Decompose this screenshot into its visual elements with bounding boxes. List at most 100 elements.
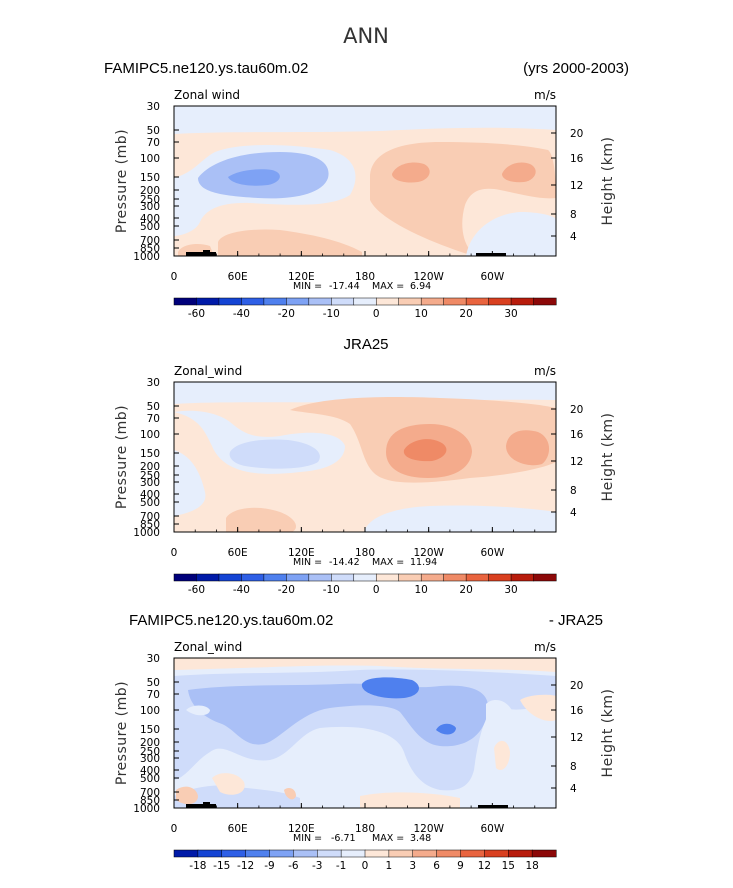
panel-2-fill-orange-core-2	[506, 430, 550, 466]
panel-3-colorbar-label: -18	[189, 860, 206, 872]
panel-2-ptick-label: 100	[140, 429, 160, 441]
panel-2-htick-label: 8	[570, 485, 577, 497]
panel-3-xtick-label: 180	[355, 823, 375, 835]
panel-1-ptick-label: 1000	[133, 251, 160, 263]
panel-3-fill-blue-core-2	[436, 723, 456, 735]
panel-3-fill-pos-low-3	[284, 788, 296, 800]
panel-1-fill-lower-westerly	[218, 229, 362, 256]
panel-3-colorbar-box	[508, 849, 533, 858]
panel-1-ptick-label: 200	[140, 185, 160, 197]
panel-2-fill-blue-core	[229, 439, 320, 469]
panel-2-colorbar-label: 10	[414, 584, 427, 596]
panel-3-colorbar-label: 0	[362, 860, 369, 872]
panel-2-ptick-label: 250	[140, 470, 160, 482]
panel-1-variable: Zonal wind	[174, 88, 240, 102]
panel-1-colorbar-box	[353, 297, 377, 306]
panel-2-colorbar-box	[488, 573, 512, 582]
panel-2-fill-lower-westerly	[226, 507, 296, 532]
panel-3-colorbar-box	[460, 849, 485, 858]
panel-1-colorbar-label: 20	[459, 308, 472, 320]
panel-1-ylabel-left: Pressure (mb)	[114, 129, 130, 233]
panel-2-colorbar-box	[173, 573, 198, 582]
panel-1-ptick-label: 30	[147, 101, 160, 113]
panel-3-units: m/s	[534, 640, 556, 654]
panel-2-colorbar-box	[375, 573, 400, 582]
panel-3-fill-top-pos	[174, 658, 556, 672]
panel-1-ptick-label: 400	[140, 213, 160, 225]
panel-2-colorbar: -60 -40 -20 -10 0 10 20 30	[173, 573, 557, 596]
panel-1-htick-label: 12	[570, 180, 583, 192]
panel-3-ptick-label: 400	[140, 765, 160, 777]
panel-1-colorbar-box	[510, 297, 535, 306]
panel-2-ptick-label: 70	[147, 413, 160, 425]
panel-2-ylabel-right: Height (km)	[600, 413, 616, 502]
panel-1-fill-orange-core-2	[502, 162, 536, 183]
panel-1-ylabel-right: Height (km)	[600, 137, 616, 226]
panel-1-colorbar-box	[420, 297, 445, 306]
panel-2-ptick-label: 50	[147, 401, 160, 413]
panel-3-ptick-label: 1000	[133, 803, 160, 815]
panel-3-colorbar-box	[531, 849, 557, 858]
panel-3-xtick-label: 120E	[288, 823, 315, 835]
panel-3-xtick-label: 120W	[413, 823, 444, 835]
panel-3-htick-label: 20	[570, 680, 583, 692]
panel-difference: FAMIPC5.ne120.ys.tau60m.02 - JRA25 Zonal…	[114, 612, 616, 872]
panel-2-colorbar-label: 30	[504, 584, 517, 596]
panel-3-fill-blue-core-1	[361, 677, 419, 699]
panel-1-colorbar-box	[533, 297, 557, 306]
panel-1-colorbar-box	[173, 297, 198, 306]
panel-3-xtick-label: 60W	[480, 823, 504, 835]
panel-1-max-value: 6.94	[410, 281, 431, 292]
panel-3-fill-pos-column	[494, 740, 510, 771]
panel-3-htick-label: 16	[570, 705, 584, 717]
panel-2-colorbar-box	[331, 573, 355, 582]
panel-2-colorbar-label: -20	[278, 584, 295, 596]
panel-2-min-value: -14.42	[329, 557, 360, 568]
panel-1-ptick-label: 300	[140, 201, 160, 213]
panel-2-htick-label: 16	[570, 429, 584, 441]
panel-2-colorbar-label: 0	[373, 584, 380, 596]
panel-model: FAMIPC5.ne120.ys.tau60m.02 (yrs 2000-200…	[104, 60, 629, 320]
panel-1-xtick-label: 60E	[228, 271, 248, 283]
panel-1-topography-andes	[476, 253, 506, 256]
panel-3-min-label: MIN =	[293, 833, 322, 844]
panel-1-title-right: (yrs 2000-2003)	[523, 60, 629, 77]
panel-2-fill-top-band	[174, 382, 556, 404]
figure-title: ANN	[343, 24, 389, 48]
panel-3-variable: Zonal_wind	[174, 640, 242, 654]
panel-3-colorbar-label: -1	[336, 860, 346, 872]
panel-1-colorbar-box	[375, 297, 400, 306]
panel-3-xtick-label: 0	[171, 823, 178, 835]
panel-1-fill-top-band	[174, 106, 556, 134]
panel-3-colorbar-box	[412, 849, 438, 858]
panel-3-ptick-label: 50	[147, 677, 160, 689]
panel-2-colorbar-box	[420, 573, 445, 582]
panel-1-ptick-label: 70	[147, 137, 160, 149]
panel-3-colorbar-label: -15	[213, 860, 230, 872]
panel-2-contour-field	[174, 382, 556, 532]
panel-1-contour-field	[174, 106, 556, 256]
panel-2-ptick-label: 700	[140, 511, 160, 523]
panel-2-max-label: MAX =	[372, 557, 404, 568]
panel-1-ptick-label: 150	[140, 172, 160, 184]
panel-2-htick-label: 4	[570, 507, 577, 519]
panel-1-colorbar-box	[308, 297, 332, 306]
panel-2-colorbar-box	[241, 573, 265, 582]
panel-1-colorbar-box	[241, 297, 265, 306]
panel-3-colorbar-box	[317, 849, 342, 858]
panel-1-title-left: FAMIPC5.ne120.ys.tau60m.02	[104, 60, 308, 77]
panel-3-fill-blue-mid	[188, 683, 489, 747]
panel-3-xtick-label: 60E	[228, 823, 248, 835]
panel-2-htick-label: 12	[570, 456, 583, 468]
panel-2-xtick-label: 60W	[480, 547, 504, 559]
panel-2-ptick-label: 1000	[133, 527, 160, 539]
panel-3-ptick-label: 150	[140, 724, 160, 736]
panel-3-colorbar: -18 -15 -12 -9 -6 -3 -1 0 1 3 6 9 12 15 18	[173, 849, 557, 872]
panel-2-xtick-label: 0	[171, 547, 178, 559]
panel-3-colorbar-label: -9	[264, 860, 274, 872]
panel-1-htick-label: 4	[570, 231, 577, 243]
panel-2-max-value: 11.94	[410, 557, 437, 568]
panel-3-colorbar-box	[173, 849, 199, 858]
panel-3-htick-label: 8	[570, 761, 577, 773]
panel-3-fill-pale-patch	[186, 705, 210, 716]
